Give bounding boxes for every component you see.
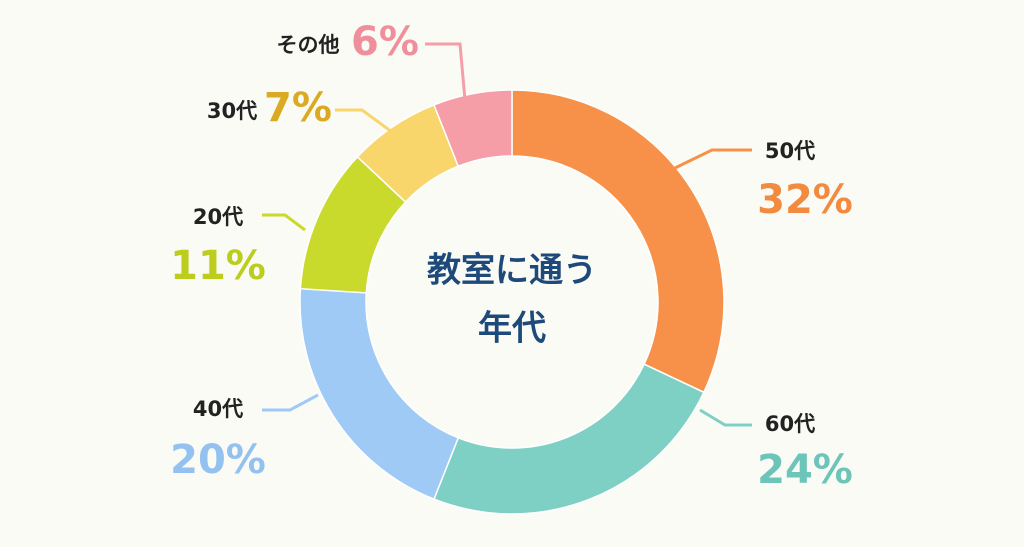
slice: [511, 89, 725, 394]
leader-line: [699, 408, 752, 427]
slice-label: 50代: [765, 139, 815, 163]
slice-value-label: 6%: [351, 19, 419, 65]
slice-label: 40代: [193, 397, 243, 421]
slice: [432, 363, 705, 515]
slice-value-label: 20%: [170, 437, 266, 483]
leader-line: [425, 42, 467, 101]
slice-label: 20代: [193, 205, 243, 229]
slice-label: 30代: [207, 99, 257, 123]
slice-value-label: 32%: [757, 177, 853, 223]
slice-value-label: 7%: [264, 85, 332, 131]
slice-value-label: 24%: [757, 447, 853, 493]
leader-line: [335, 108, 393, 134]
chart-title: 年代: [478, 309, 546, 349]
slice-label: その他: [277, 33, 340, 57]
leader-line: [262, 393, 319, 412]
leader-line: [262, 213, 306, 232]
slice-value-label: 11%: [170, 243, 266, 289]
slice: [299, 287, 460, 501]
slice: [432, 89, 513, 168]
slice-label: 60代: [765, 412, 815, 436]
leader-line: [674, 148, 752, 170]
chart-title: 教室に通う: [427, 251, 597, 291]
